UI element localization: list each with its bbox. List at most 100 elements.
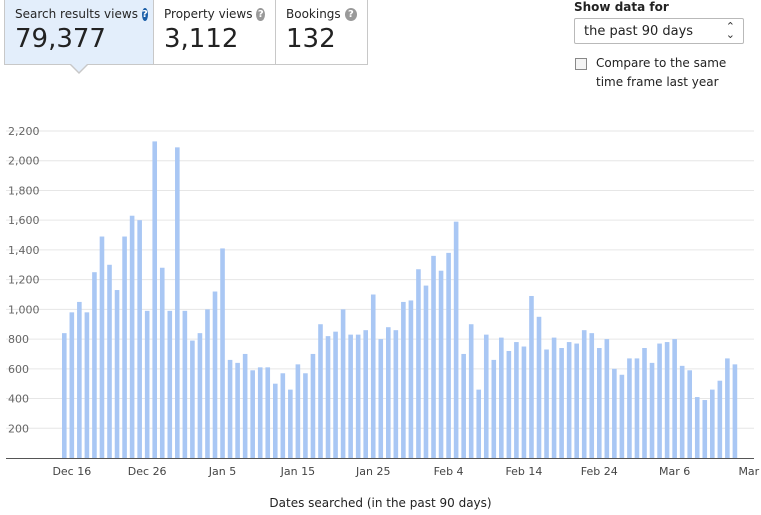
timeframe-selected-value: the past 90 days	[584, 23, 694, 39]
bar	[566, 342, 572, 458]
bar	[220, 248, 225, 458]
y-tick-label: 200	[8, 422, 29, 435]
bar	[250, 370, 255, 458]
bar	[453, 221, 459, 458]
date-controls: Show data for the past 90 days ⌃ ⌄ Compar…	[574, 0, 754, 92]
y-tick-label: 1,400	[8, 244, 40, 257]
bar	[536, 316, 542, 458]
bar	[378, 339, 384, 458]
metric-tabs: Search results views? 79,377 Property vi…	[4, 0, 368, 74]
bar	[122, 236, 127, 458]
bar	[672, 339, 677, 458]
y-tick-label: 1,600	[8, 214, 40, 227]
bar	[649, 362, 655, 458]
x-tick-label: Jan 5	[208, 465, 236, 478]
bar	[265, 367, 271, 458]
bar	[612, 368, 617, 458]
bar	[423, 285, 429, 458]
bar	[355, 334, 361, 458]
y-tick-label: 400	[8, 393, 29, 406]
bar	[657, 343, 662, 458]
x-axis-title: Dates searched (in the past 90 days)	[269, 496, 492, 510]
timeframe-select[interactable]: the past 90 days ⌃ ⌄	[574, 18, 744, 44]
bar	[506, 350, 512, 458]
bar	[386, 327, 391, 458]
bar	[197, 333, 203, 458]
bar	[257, 367, 263, 458]
bar	[114, 290, 120, 458]
bar	[92, 272, 97, 458]
help-icon[interactable]: ?	[256, 7, 265, 21]
bar	[687, 370, 693, 458]
show-data-label: Show data for	[574, 0, 669, 14]
tab-label: Property views?	[164, 7, 265, 21]
bar	[702, 400, 708, 458]
y-tick-label: 1,200	[8, 274, 40, 287]
tab-value: 79,377	[15, 24, 106, 54]
bar	[152, 141, 158, 458]
help-icon[interactable]: ?	[344, 7, 357, 21]
bar	[581, 330, 587, 458]
tab-bookings[interactable]: Bookings? 132	[276, 0, 367, 64]
bar	[431, 255, 436, 458]
bar	[446, 252, 451, 458]
bar	[318, 324, 323, 458]
bar	[483, 334, 489, 458]
bar	[476, 389, 482, 458]
bar	[303, 373, 308, 458]
bar	[370, 294, 376, 458]
x-tick-label: Mar	[738, 465, 759, 478]
bar	[393, 330, 399, 458]
compare-checkbox[interactable]	[575, 58, 587, 70]
bar	[521, 346, 527, 458]
bar	[69, 312, 75, 458]
bar	[205, 309, 210, 458]
x-tick-label: Feb 4	[434, 465, 464, 478]
bar	[514, 342, 519, 458]
bar	[401, 301, 406, 458]
bar	[589, 333, 595, 458]
bar	[619, 374, 625, 458]
bar	[725, 358, 730, 458]
tab-search-results-views[interactable]: Search results views? 79,377	[5, 0, 154, 74]
y-tick-label: 600	[8, 363, 29, 376]
x-tick-label: Jan 15	[280, 465, 315, 478]
bar	[144, 310, 150, 458]
tab-label: Bookings?	[286, 7, 357, 21]
bar	[175, 147, 180, 458]
bar	[634, 358, 640, 458]
bar	[559, 348, 564, 458]
bar	[77, 301, 82, 458]
x-tick-label: Dec 26	[128, 465, 167, 478]
bar	[694, 397, 700, 458]
bar	[596, 348, 602, 458]
tab-property-views[interactable]: Property views? 3,112	[154, 0, 276, 64]
bar	[107, 264, 112, 458]
bar	[280, 373, 286, 458]
bar	[717, 380, 723, 458]
bar	[679, 365, 685, 458]
bar	[529, 295, 534, 458]
y-tick-label: 1,000	[8, 303, 40, 316]
bar	[491, 359, 497, 458]
bar	[468, 324, 474, 458]
chevron-updown-icon: ⌃ ⌄	[725, 20, 735, 41]
bar	[544, 349, 549, 458]
bar	[242, 353, 248, 458]
bar	[167, 310, 173, 458]
bar	[182, 310, 188, 458]
bar	[348, 334, 353, 458]
help-icon[interactable]: ?	[141, 7, 148, 21]
tab-pointer	[71, 64, 87, 72]
bar	[310, 353, 316, 458]
bar	[272, 383, 278, 458]
bar	[62, 333, 67, 458]
tab-value: 3,112	[164, 24, 239, 54]
bar	[333, 331, 338, 458]
x-tick-label: Jan 25	[355, 465, 390, 478]
bar	[551, 337, 557, 458]
bar	[574, 343, 579, 458]
y-tick-label: 2,000	[8, 155, 40, 168]
bar	[235, 362, 240, 458]
x-tick-label: Mar 6	[659, 465, 690, 478]
